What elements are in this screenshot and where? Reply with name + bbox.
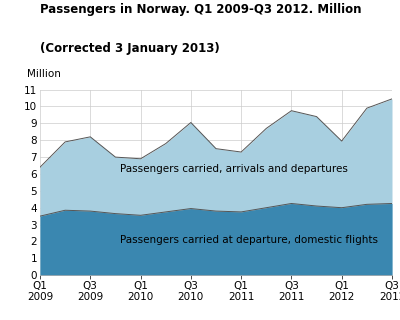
- Text: (Corrected 3 January 2013): (Corrected 3 January 2013): [40, 42, 220, 55]
- Text: Million: Million: [28, 69, 61, 79]
- Text: Passengers carried, arrivals and departures: Passengers carried, arrivals and departu…: [120, 164, 348, 174]
- Text: Passengers in Norway. Q1 2009-Q3 2012. Million: Passengers in Norway. Q1 2009-Q3 2012. M…: [40, 3, 362, 16]
- Text: Passengers carried at departure, domestic flights: Passengers carried at departure, domesti…: [120, 235, 378, 245]
